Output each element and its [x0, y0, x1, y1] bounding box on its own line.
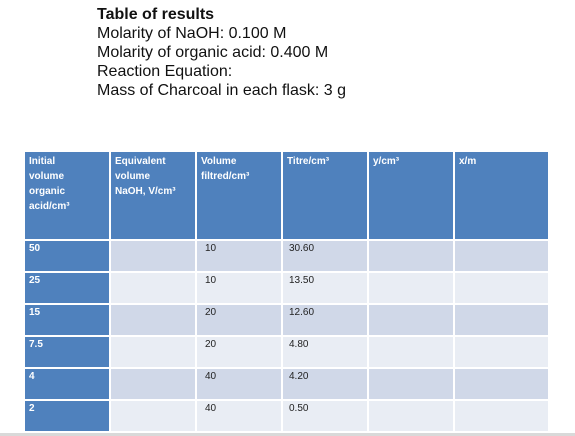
- x-m-cell: [453, 303, 550, 337]
- col-header-volume-filtred: Volume filtred/cm³: [195, 150, 283, 241]
- col-header-line: volume: [29, 171, 65, 182]
- volume-filtred-cell: 40: [195, 399, 283, 433]
- initial-volume-cell: 2: [23, 399, 111, 433]
- equivalent-volume-cell: [109, 271, 197, 305]
- y-cell: [367, 399, 455, 433]
- acid-molarity-text: Molarity of organic acid: 0.400 M: [97, 44, 329, 61]
- initial-volume-cell: 50: [23, 239, 111, 273]
- col-header-line: y/cm³: [373, 156, 400, 167]
- col-header-line: Initial: [29, 156, 56, 167]
- titre-cell: 4.80: [281, 335, 369, 369]
- col-header-initial-volume: Initial volume organic acid/cm³: [23, 150, 111, 241]
- page-title: Table of results: [97, 6, 215, 23]
- col-header-line: volume: [115, 171, 151, 182]
- x-m-cell: [453, 399, 550, 433]
- charcoal-mass-text: Mass of Charcoal in each flask: 3 g: [97, 82, 347, 99]
- col-header-line: Volume: [201, 156, 237, 167]
- initial-volume-cell: 4: [23, 367, 111, 401]
- y-cell: [367, 335, 455, 369]
- x-m-cell: [453, 367, 550, 401]
- titre-cell: 13.50: [281, 271, 369, 305]
- col-header-line: x/m: [459, 156, 477, 167]
- initial-volume-cell: 25: [23, 271, 111, 305]
- titre-cell: 12.60: [281, 303, 369, 337]
- table-row: 15 20 12.60: [23, 303, 550, 337]
- volume-filtred-cell: 40: [195, 367, 283, 401]
- col-header-line: filtred/cm³: [201, 171, 250, 182]
- table-row: 25 10 13.50: [23, 271, 550, 305]
- equivalent-volume-cell: [109, 367, 197, 401]
- titre-cell: 4.20: [281, 367, 369, 401]
- volume-filtred-cell: 20: [195, 335, 283, 369]
- equivalent-volume-cell: [109, 335, 197, 369]
- col-header-y: y/cm³: [367, 150, 455, 241]
- bottom-divider: [0, 433, 575, 436]
- x-m-cell: [453, 271, 550, 305]
- y-cell: [367, 303, 455, 337]
- col-header-equivalent-volume: Equivalent volume NaOH, V/cm³: [109, 150, 197, 241]
- col-header-line: acid/cm³: [29, 201, 70, 212]
- equivalent-volume-cell: [109, 239, 197, 273]
- table-row: 50 10 30.60: [23, 239, 550, 273]
- col-header-line: organic: [29, 186, 66, 197]
- initial-volume-cell: 15: [23, 303, 111, 337]
- reaction-equation-text: Reaction Equation:: [97, 63, 233, 80]
- volume-filtred-cell: 10: [195, 239, 283, 273]
- col-header-titre: Titre/cm³: [281, 150, 369, 241]
- volume-filtred-cell: 10: [195, 271, 283, 305]
- col-header-line: NaOH, V/cm³: [115, 186, 176, 197]
- equivalent-volume-cell: [109, 399, 197, 433]
- y-cell: [367, 271, 455, 305]
- x-m-cell: [453, 335, 550, 369]
- results-header: Table of results Molarity of NaOH: 0.100…: [97, 5, 346, 100]
- y-cell: [367, 239, 455, 273]
- x-m-cell: [453, 239, 550, 273]
- table-header-row: Initial volume organic acid/cm³ Equivale…: [23, 150, 550, 241]
- titre-cell: 0.50: [281, 399, 369, 433]
- results-table: Initial volume organic acid/cm³ Equivale…: [23, 150, 550, 433]
- titre-cell: 30.60: [281, 239, 369, 273]
- col-header-line: Equivalent: [115, 156, 166, 167]
- col-header-x-m: x/m: [453, 150, 550, 241]
- equivalent-volume-cell: [109, 303, 197, 337]
- volume-filtred-cell: 20: [195, 303, 283, 337]
- initial-volume-cell: 7.5: [23, 335, 111, 369]
- table-row: 2 40 0.50: [23, 399, 550, 433]
- col-header-line: Titre/cm³: [287, 156, 330, 167]
- table-row: 7.5 20 4.80: [23, 335, 550, 369]
- naoh-molarity-text: Molarity of NaOH: 0.100 M: [97, 25, 287, 42]
- table-row: 4 40 4.20: [23, 367, 550, 401]
- y-cell: [367, 367, 455, 401]
